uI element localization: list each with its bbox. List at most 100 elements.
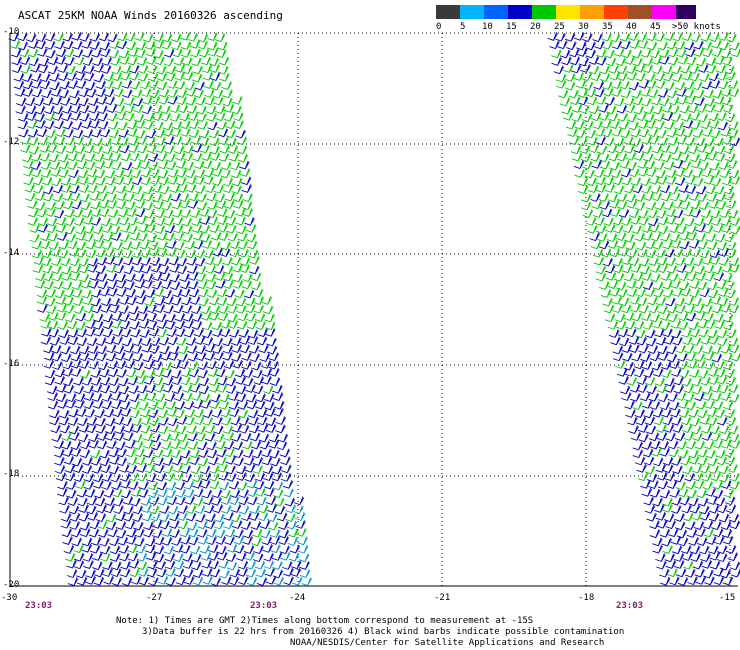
wind-barb [46,224,57,234]
wind-barb [594,217,605,226]
wind-barb [100,552,111,562]
wind-barb [614,313,626,323]
wind-barb [185,505,197,514]
wind-barb [718,465,729,475]
wind-barb [725,71,736,81]
wind-barb [683,80,695,90]
wind-barb [620,89,632,99]
wind-barb [184,416,195,426]
wind-barb [648,392,660,402]
wind-barb [111,144,122,154]
wind-barb [692,472,703,482]
wind-barb [722,535,734,545]
wind-barb [559,49,571,59]
wind-barb [234,289,245,299]
wind-barb [685,521,696,530]
wind-barb [626,113,638,123]
wind-barb [54,457,65,466]
wind-barb [44,352,55,361]
wind-barb [208,57,220,67]
wind-barb [51,265,62,275]
wind-barb [198,449,209,458]
wind-barb [242,193,253,203]
wind-barb [657,305,668,315]
wind-barb [665,297,676,307]
wind-barb [241,184,253,193]
wind-barb [201,559,212,569]
wind-barb [39,144,51,153]
wind-barb [36,128,48,138]
wind-barb [74,56,85,66]
wind-barb [703,569,714,579]
wind-barb [622,224,634,234]
wind-barb [289,544,301,554]
wind-barb [681,248,692,258]
wind-barb [169,104,181,114]
wind-barb [262,544,274,553]
wind-barb [156,152,168,162]
wind-barb [666,265,678,274]
wind-barb [34,279,46,289]
wind-barb [726,160,738,169]
wind-barb [151,104,163,114]
wind-barb [154,304,166,313]
wind-barb [72,464,84,474]
wind-barb [140,257,152,266]
wind-barb [244,217,255,226]
wind-barb [68,425,80,435]
wind-barb [128,559,140,569]
wind-barb [154,383,165,393]
wind-barb [124,193,135,202]
wind-barb [171,537,182,546]
legend-label: 0 [436,22,442,32]
wind-barb [263,552,274,562]
wind-barb [214,33,226,43]
wind-barb [237,153,249,163]
wind-barb [92,320,104,330]
wind-barb [112,249,123,258]
wind-barb [665,257,677,267]
wind-barb [604,264,616,274]
wind-barb [77,169,89,179]
wind-barb [34,192,46,201]
wind-barb [596,56,607,66]
wind-barb [242,208,254,217]
wind-barb [664,336,675,345]
wind-barb [197,288,209,298]
wind-barb [63,304,75,314]
wind-barb [697,448,708,458]
wind-barb [275,424,286,434]
wind-barb [149,505,160,515]
wind-barb [272,481,284,491]
wind-barb [154,393,166,402]
wind-barb [135,129,146,139]
wind-barb [63,545,75,554]
wind-barb [171,296,182,306]
wind-barb [144,289,156,298]
wind-barb [61,440,72,450]
wind-barb [699,416,711,425]
wind-barb [152,376,164,386]
wind-barb [142,95,153,105]
wind-barb [125,32,136,42]
wind-barb [218,65,229,75]
wind-barb [19,56,31,66]
wind-barb [224,528,236,538]
wind-barb [685,440,697,450]
wind-barb [688,192,700,202]
wind-barb [264,401,275,411]
wind-barb [147,65,158,74]
wind-barb [136,472,148,482]
wind-barb [585,49,597,59]
wind-barb [177,184,188,193]
wind-barb [90,376,102,386]
wind-barb [115,279,127,289]
wind-barb [198,385,210,395]
wind-barb [57,232,68,241]
wind-barb [180,49,192,58]
wind-barb [244,473,255,483]
wind-barb [154,464,165,474]
wind-barb [728,88,740,98]
wind-barb [150,512,161,522]
wind-barb [148,409,159,418]
